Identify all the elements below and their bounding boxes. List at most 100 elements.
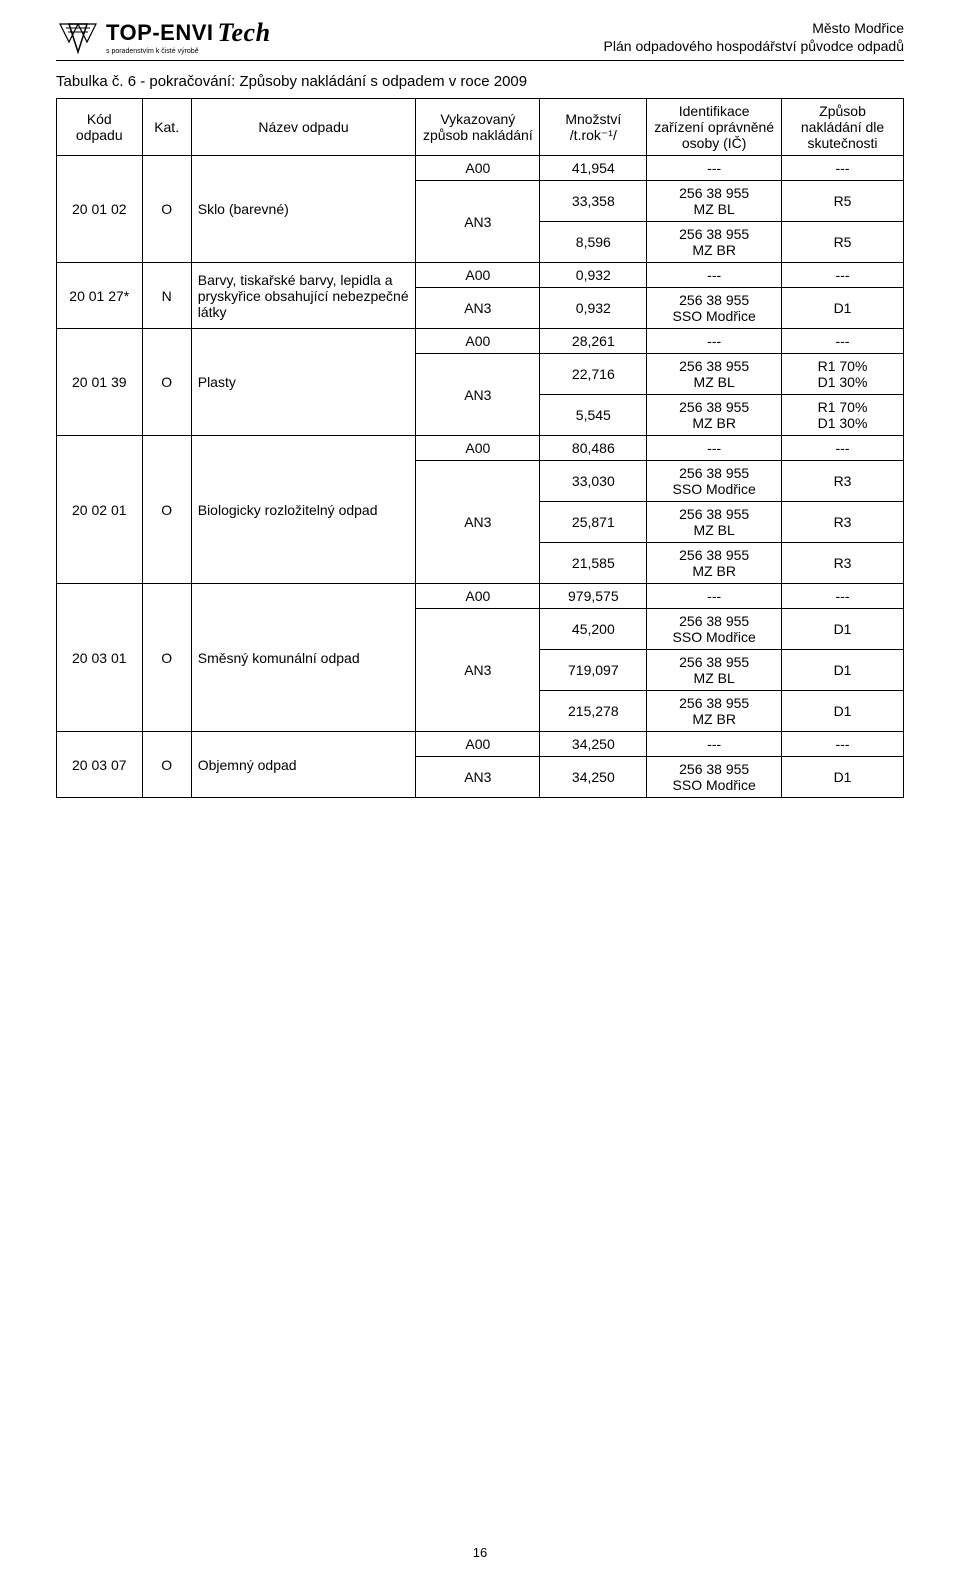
cell-nazev: Plasty (191, 329, 416, 436)
cell-ident: 256 38 955SSO Modřice (647, 757, 782, 798)
cell-kat: O (142, 156, 191, 263)
cell-mnoz: 34,250 (540, 732, 647, 757)
cell-vyk: A00 (416, 156, 540, 181)
col-kod: Kód odpadu (57, 99, 143, 156)
table-row: 20 01 27*NBarvy, tiskařské barvy, lepidl… (57, 263, 904, 288)
cell-nazev: Sklo (barevné) (191, 156, 416, 263)
col-vyk: Vykazovaný způsob nakládání (416, 99, 540, 156)
cell-kat: N (142, 263, 191, 329)
cell-ident: 256 38 955SSO Modřice (647, 461, 782, 502)
cell-ident: 256 38 955MZ BL (647, 181, 782, 222)
cell-vyk: AN3 (416, 609, 540, 732)
cell-mnoz: 45,200 (540, 609, 647, 650)
cell-vyk: A00 (416, 436, 540, 461)
cell-zpusob: R5 (782, 222, 904, 263)
cell-mnoz: 33,358 (540, 181, 647, 222)
page: TOP-ENVI Tech s poradenstvím k čisté výr… (0, 0, 960, 1584)
cell-vyk: AN3 (416, 757, 540, 798)
cell-mnoz: 8,596 (540, 222, 647, 263)
cell-kod: 20 01 27* (57, 263, 143, 329)
cell-mnoz: 33,030 (540, 461, 647, 502)
cell-mnoz: 5,545 (540, 395, 647, 436)
cell-mnoz: 979,575 (540, 584, 647, 609)
cell-ident: 256 38 955MZ BL (647, 650, 782, 691)
cell-kat: O (142, 436, 191, 584)
cell-vyk: A00 (416, 263, 540, 288)
table-row: 20 03 01OSměsný komunální odpadA00979,57… (57, 584, 904, 609)
table-row: 20 01 39OPlastyA0028,261------ (57, 329, 904, 354)
cell-vyk: A00 (416, 584, 540, 609)
cell-kod: 20 01 39 (57, 329, 143, 436)
col-nazev: Název odpadu (191, 99, 416, 156)
cell-zpusob: --- (782, 584, 904, 609)
cell-ident: 256 38 955MZ BR (647, 543, 782, 584)
cell-mnoz: 28,261 (540, 329, 647, 354)
cell-ident: --- (647, 329, 782, 354)
cell-kat: O (142, 329, 191, 436)
cell-kod: 20 01 02 (57, 156, 143, 263)
header-doc-title: Plán odpadového hospodářství původce odp… (604, 38, 904, 56)
cell-zpusob: D1 (782, 757, 904, 798)
cell-kat: O (142, 732, 191, 798)
cell-zpusob: D1 (782, 650, 904, 691)
cell-mnoz: 34,250 (540, 757, 647, 798)
cell-zpusob: --- (782, 263, 904, 288)
cell-ident: --- (647, 436, 782, 461)
cell-kod: 20 02 01 (57, 436, 143, 584)
cell-mnoz: 719,097 (540, 650, 647, 691)
waste-table: Kód odpadu Kat. Název odpadu Vykazovaný … (56, 98, 904, 798)
cell-mnoz: 80,486 (540, 436, 647, 461)
page-number: 16 (0, 1545, 960, 1560)
cell-vyk: AN3 (416, 181, 540, 263)
cell-ident: 256 38 955SSO Modřice (647, 288, 782, 329)
cell-zpusob: R3 (782, 461, 904, 502)
cell-nazev: Biologicky rozložitelný odpad (191, 436, 416, 584)
brand-main: TOP-ENVI (106, 22, 214, 44)
cell-ident: --- (647, 263, 782, 288)
header-right: Město Modřice Plán odpadového hospodářst… (604, 20, 904, 55)
cell-kod: 20 03 01 (57, 584, 143, 732)
cell-mnoz: 0,932 (540, 263, 647, 288)
brand-block: TOP-ENVI Tech s poradenstvím k čisté výr… (106, 20, 271, 55)
col-mnoz: Množství /t.rok⁻¹/ (540, 99, 647, 156)
cell-vyk: AN3 (416, 461, 540, 584)
cell-mnoz: 0,932 (540, 288, 647, 329)
cell-nazev: Barvy, tiskařské barvy, lepidla a prysky… (191, 263, 416, 329)
cell-zpusob: --- (782, 436, 904, 461)
cell-zpusob: --- (782, 732, 904, 757)
cell-ident: --- (647, 584, 782, 609)
cell-nazev: Objemný odpad (191, 732, 416, 798)
header-left: TOP-ENVI Tech s poradenstvím k čisté výr… (56, 20, 271, 58)
cell-vyk: AN3 (416, 354, 540, 436)
cell-vyk: A00 (416, 329, 540, 354)
table-row: 20 02 01OBiologicky rozložitelný odpadA0… (57, 436, 904, 461)
cell-zpusob: --- (782, 329, 904, 354)
cell-ident: 256 38 955MZ BL (647, 354, 782, 395)
cell-nazev: Směsný komunální odpad (191, 584, 416, 732)
cell-kod: 20 03 07 (57, 732, 143, 798)
cell-kat: O (142, 584, 191, 732)
cell-vyk: A00 (416, 732, 540, 757)
cell-ident: 256 38 955SSO Modřice (647, 609, 782, 650)
cell-zpusob: --- (782, 156, 904, 181)
page-header: TOP-ENVI Tech s poradenstvím k čisté výr… (56, 20, 904, 61)
brand-script: Tech (218, 20, 271, 46)
cell-mnoz: 25,871 (540, 502, 647, 543)
col-mnoz-line1: Množství (565, 111, 621, 127)
cell-ident: --- (647, 156, 782, 181)
table-row: 20 03 07OObjemný odpadA0034,250------ (57, 732, 904, 757)
cell-zpusob: D1 (782, 691, 904, 732)
table-head: Kód odpadu Kat. Název odpadu Vykazovaný … (57, 99, 904, 156)
cell-ident: 256 38 955MZ BR (647, 222, 782, 263)
company-logo-icon (56, 20, 100, 58)
cell-mnoz: 215,278 (540, 691, 647, 732)
cell-zpusob: R1 70%D1 30% (782, 395, 904, 436)
table-row: 20 01 02OSklo (barevné)A0041,954------ (57, 156, 904, 181)
cell-zpusob: R5 (782, 181, 904, 222)
cell-zpusob: R3 (782, 543, 904, 584)
cell-ident: 256 38 955MZ BR (647, 691, 782, 732)
col-mnoz-line2: /t.rok⁻¹/ (570, 127, 617, 143)
cell-ident: 256 38 955MZ BL (647, 502, 782, 543)
col-kat: Kat. (142, 99, 191, 156)
table-caption: Tabulka č. 6 - pokračování: Způsoby nakl… (56, 73, 904, 90)
